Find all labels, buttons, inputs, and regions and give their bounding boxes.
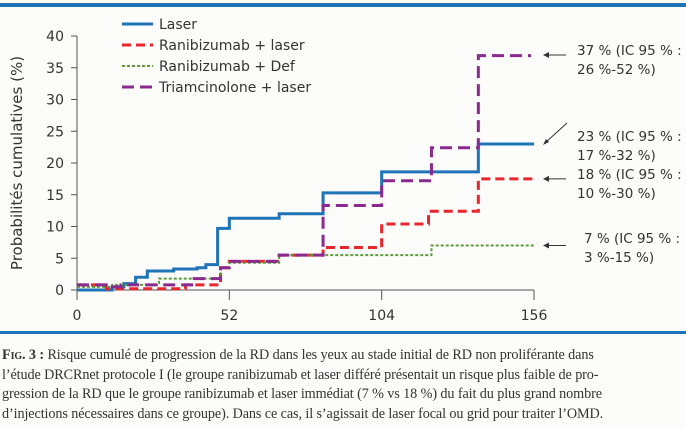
caption-line: l’étude DRCRnet protocole I (le groupe r… bbox=[2, 366, 599, 383]
caption-label: Fig. 3 : bbox=[2, 347, 44, 363]
top-rule bbox=[0, 3, 686, 7]
chart: 0 5 10 15 20 25 30 35 40 0 52 104 156 Probabilités cu… bbox=[8, 17, 682, 324]
series-line-laser bbox=[77, 142, 534, 292]
annotation-line2: 17 %-32 %) bbox=[577, 148, 656, 164]
y-tick-label: 15 bbox=[46, 188, 64, 204]
y-tick-label: 30 bbox=[46, 93, 64, 109]
y-tick-label: 20 bbox=[46, 156, 64, 172]
series-line-triamcinolone-laser bbox=[77, 54, 532, 289]
y-axis-label: Probabilités cumulatives (%) bbox=[8, 56, 26, 270]
caption-rule bbox=[0, 331, 686, 334]
x-tick-label: 104 bbox=[368, 308, 395, 324]
legend-label: Ranibizumab + laser bbox=[159, 38, 305, 54]
x-tick-label: 0 bbox=[73, 308, 82, 324]
x-tick-label: 156 bbox=[521, 308, 548, 324]
legend-label: Triamcinolone + laser bbox=[158, 80, 311, 96]
y-tick-label: 5 bbox=[55, 251, 64, 267]
y-tick-label: 10 bbox=[46, 220, 64, 236]
caption-line: d’injections nécessaires dans ce groupe)… bbox=[2, 405, 604, 422]
series-line-ranibizumab-def bbox=[77, 244, 534, 288]
y-tick-label: 25 bbox=[46, 124, 64, 140]
figure-caption: Fig. 3 : Risque cumulé de progression de… bbox=[2, 346, 686, 424]
y-tick-label: 35 bbox=[46, 61, 64, 77]
annotation-line1: 23 % (IC 95 % : bbox=[577, 129, 682, 145]
arrow-head-icon bbox=[543, 242, 549, 249]
arrow-head-icon bbox=[543, 139, 549, 145]
annotation-arrow bbox=[544, 122, 568, 144]
y-tick-label: 40 bbox=[46, 29, 64, 45]
annotation-line2: 3 %-15 %) bbox=[584, 250, 654, 266]
annotation-line1: 18 % (IC 95 % : bbox=[577, 167, 682, 183]
annotation-line2: 10 %-30 %) bbox=[577, 186, 656, 202]
caption-line: gression de la RD que le groupe ranibizu… bbox=[2, 386, 602, 402]
y-tick-label: 0 bbox=[55, 283, 64, 299]
arrow-head-icon bbox=[543, 52, 549, 59]
annotation-line1: 7 % (IC 95 % : bbox=[584, 231, 680, 247]
series-line-ranibizumab-laser bbox=[77, 177, 534, 291]
arrow-head-icon bbox=[543, 175, 549, 182]
legend-label: Laser bbox=[159, 17, 197, 33]
x-tick-label: 52 bbox=[220, 308, 238, 324]
legend-label: Ranibizumab + Def bbox=[159, 59, 296, 75]
annotation-line2: 26 %-52 %) bbox=[577, 62, 656, 78]
caption-line: Risque cumulé de progression de la RD da… bbox=[44, 347, 594, 363]
annotation-line1: 37 % (IC 95 % : bbox=[577, 43, 682, 59]
